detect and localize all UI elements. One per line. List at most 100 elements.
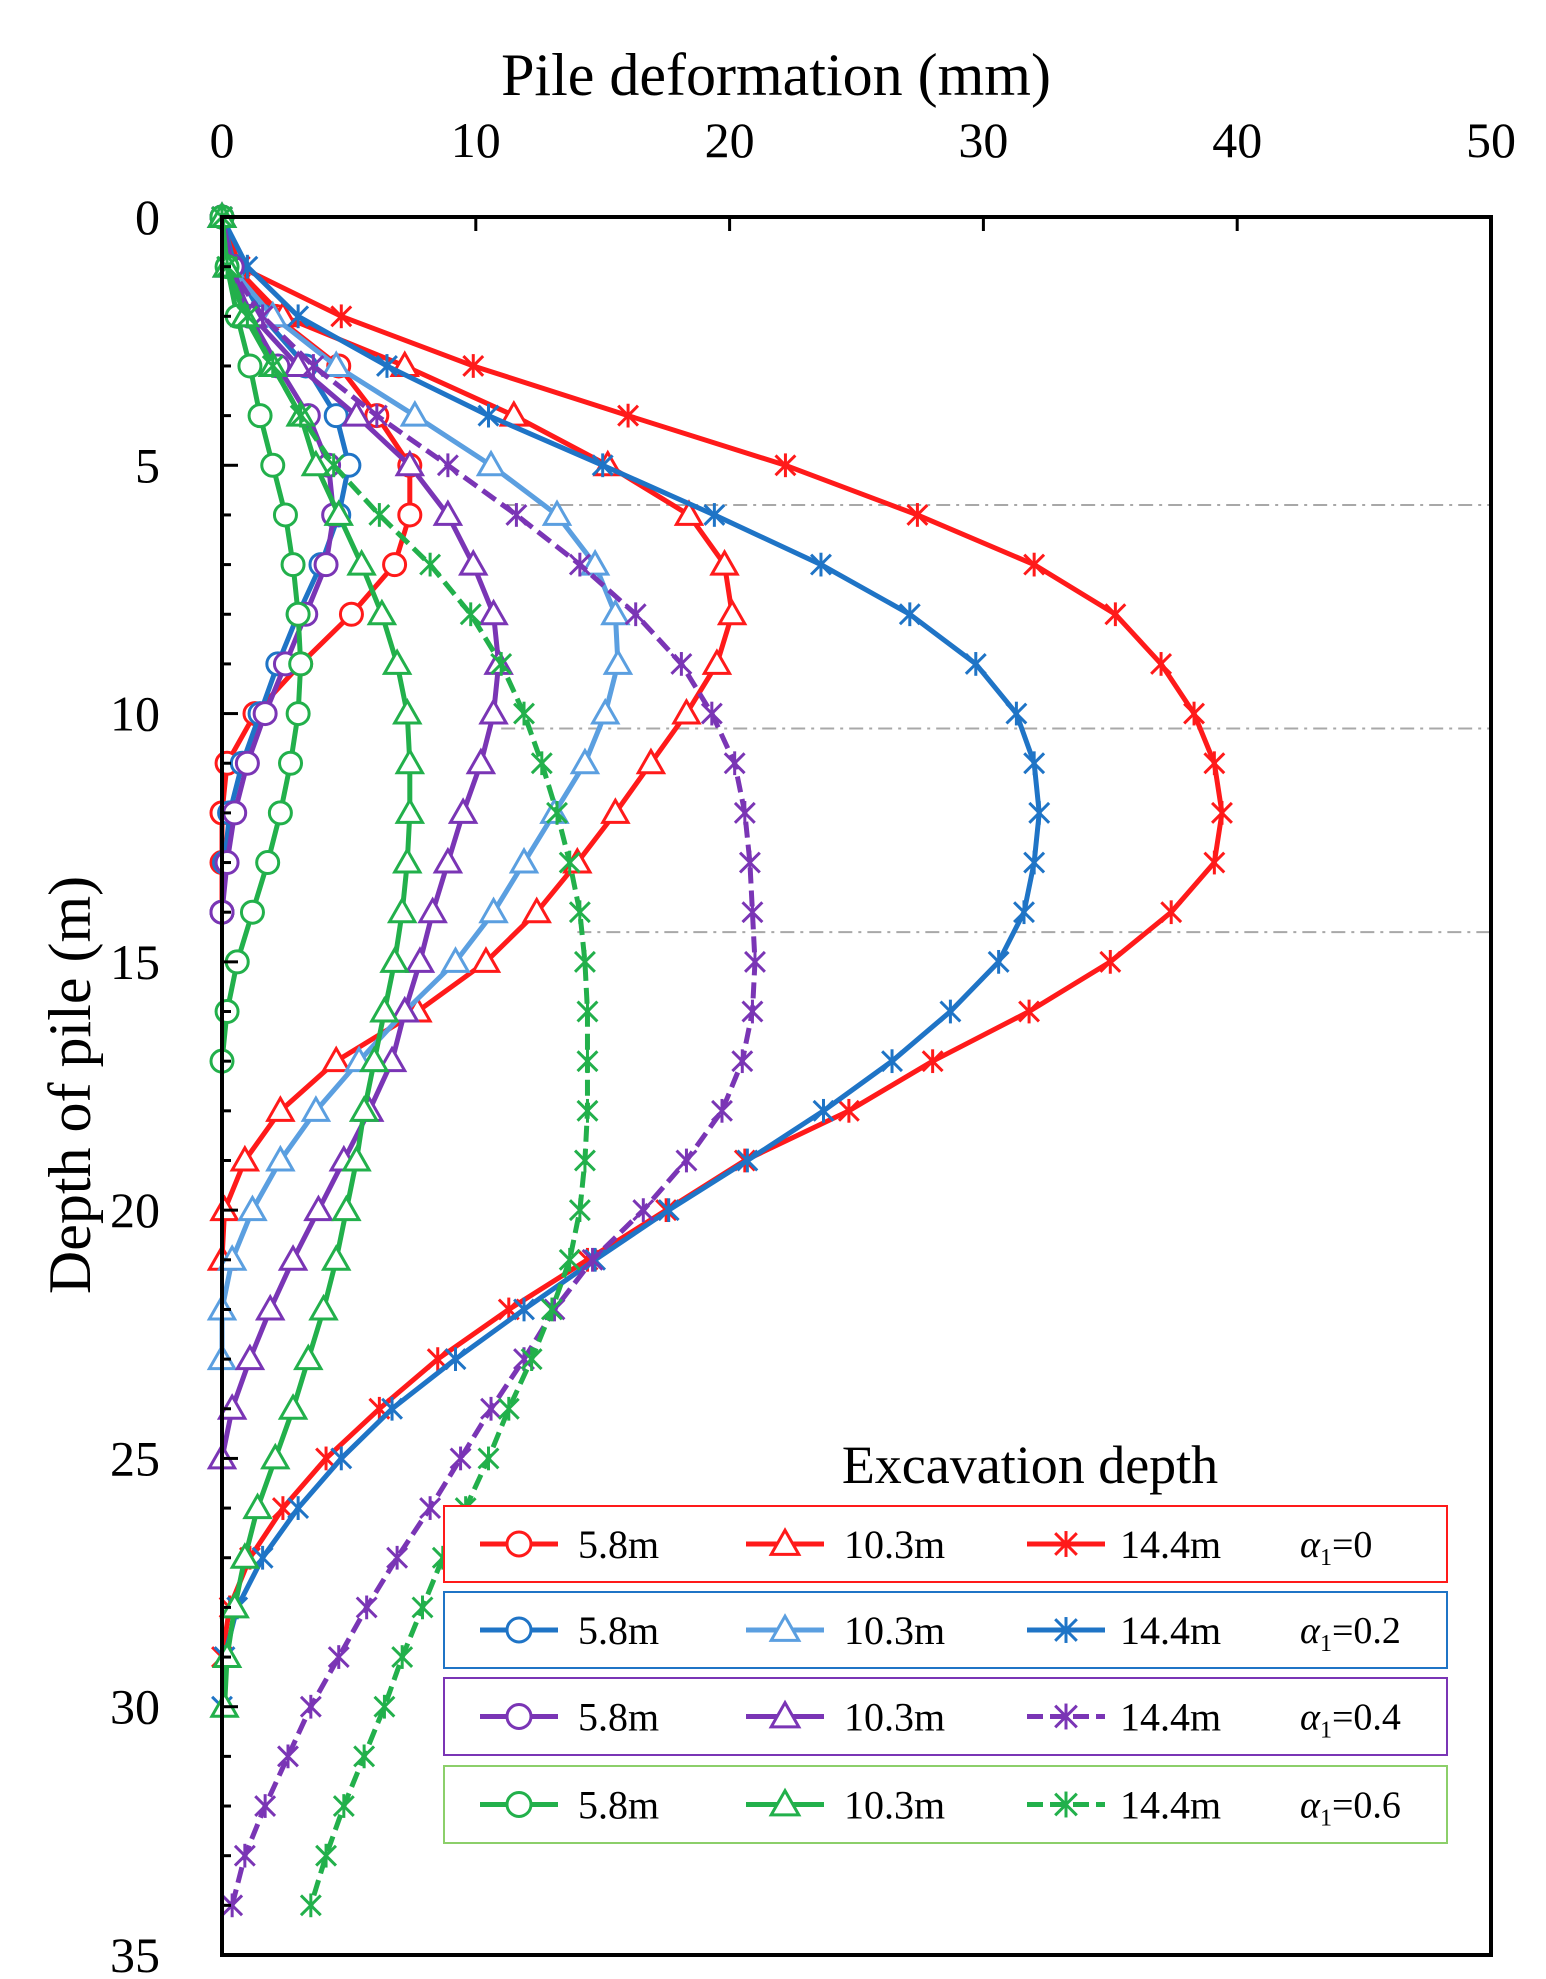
data-point [1183, 701, 1206, 726]
data-point [394, 797, 426, 824]
series-10-3m-group3 [206, 201, 426, 1718]
data-point [921, 1049, 944, 1074]
data-point [330, 304, 353, 329]
data-point [277, 1393, 309, 1420]
data-point [1160, 900, 1183, 925]
series-5-8m-group3 [209, 204, 314, 1074]
data-point [320, 1244, 352, 1271]
data-point [741, 900, 764, 925]
data-point [209, 1194, 240, 1222]
data-point [265, 1144, 296, 1172]
data-point [508, 846, 540, 874]
data-point [419, 552, 442, 577]
data-point [591, 453, 614, 478]
data-point [632, 1198, 655, 1223]
legend-marker [505, 1530, 533, 1558]
data-point [277, 1244, 309, 1271]
axis-layer: 0 10 20 30 40 50 0 5 10 15 20 25 30 35 [110, 112, 1516, 1979]
data-point [480, 1396, 502, 1421]
data-point [278, 750, 304, 776]
legend-row-1: 5.8m 10.3m 14.4m α1=0.2 [443, 1591, 1448, 1669]
data-point [581, 1247, 604, 1272]
data-point [513, 1297, 535, 1322]
data-point [579, 548, 611, 576]
data-point [1028, 801, 1051, 825]
data-point [462, 354, 485, 378]
data-point [229, 1542, 261, 1569]
legend-label: 5.8m [578, 1608, 659, 1653]
data-point [513, 701, 535, 726]
series-line [219, 216, 735, 1260]
data-point [600, 598, 631, 626]
data-point [497, 1396, 520, 1421]
data-point [265, 1095, 296, 1122]
legend-box [443, 1677, 1448, 1756]
data-point [237, 1194, 268, 1222]
data-point [404, 946, 436, 973]
data-point [741, 999, 764, 1024]
legend-alpha-label: α1=0.4 [1300, 1697, 1401, 1744]
data-point [381, 1396, 404, 1421]
data-point [573, 949, 596, 974]
data-point [731, 1049, 754, 1074]
series-14-4m-group2 [211, 205, 766, 1918]
data-point [239, 899, 265, 925]
data-point [478, 896, 509, 924]
data-point [327, 1645, 350, 1669]
data-point [540, 1297, 563, 1322]
data-point [521, 896, 552, 924]
y-tick-label: 5 [135, 437, 160, 493]
data-point [447, 797, 479, 824]
data-point [419, 1496, 442, 1520]
data-point [1023, 850, 1046, 875]
data-point [320, 350, 352, 377]
data-point [386, 896, 418, 924]
data-point [541, 499, 573, 526]
data-point [394, 449, 426, 477]
data-point [558, 850, 581, 875]
legend-marker [505, 1616, 533, 1644]
data-point [1018, 999, 1041, 1024]
data-point [233, 1843, 256, 1868]
y-tick-label: 25 [110, 1430, 160, 1486]
data-point [738, 850, 761, 875]
series-line [219, 216, 621, 1360]
legend-marker [768, 1787, 802, 1817]
data-point [837, 1098, 860, 1123]
data-point [703, 503, 726, 527]
data-point [365, 403, 388, 428]
legend-label: 5.8m [578, 1695, 659, 1740]
data-point [576, 1049, 599, 1074]
legend-label: 14.4m [1120, 1608, 1221, 1653]
data-point [568, 1198, 591, 1223]
data-point [530, 751, 553, 776]
data-point [573, 1148, 596, 1173]
data-point [465, 747, 497, 775]
data-point [229, 1144, 261, 1172]
data-point [373, 1694, 396, 1719]
data-point [1150, 652, 1173, 676]
data-point [267, 800, 293, 826]
data-point [322, 453, 345, 478]
data-point [366, 598, 398, 626]
data-point [260, 1442, 291, 1470]
data-point [576, 999, 599, 1024]
data-point [459, 602, 482, 627]
legend-box [443, 1765, 1448, 1844]
data-point [255, 850, 281, 876]
data-point [711, 1098, 733, 1123]
data-point [242, 1492, 273, 1520]
data-point [1211, 801, 1233, 825]
data-point [299, 1694, 322, 1719]
data-point [440, 946, 471, 973]
data-point [436, 453, 459, 478]
y-tick-label: 35 [110, 1927, 160, 1979]
legend-marker [1054, 1791, 1078, 1818]
data-point [675, 1148, 698, 1173]
x-tick-label: 30 [958, 112, 1008, 168]
data-point [477, 1446, 500, 1471]
data-point [1005, 701, 1028, 726]
data-point [216, 1393, 248, 1420]
data-point [289, 403, 312, 428]
legend-alpha-label: α1=0.2 [1300, 1610, 1401, 1657]
